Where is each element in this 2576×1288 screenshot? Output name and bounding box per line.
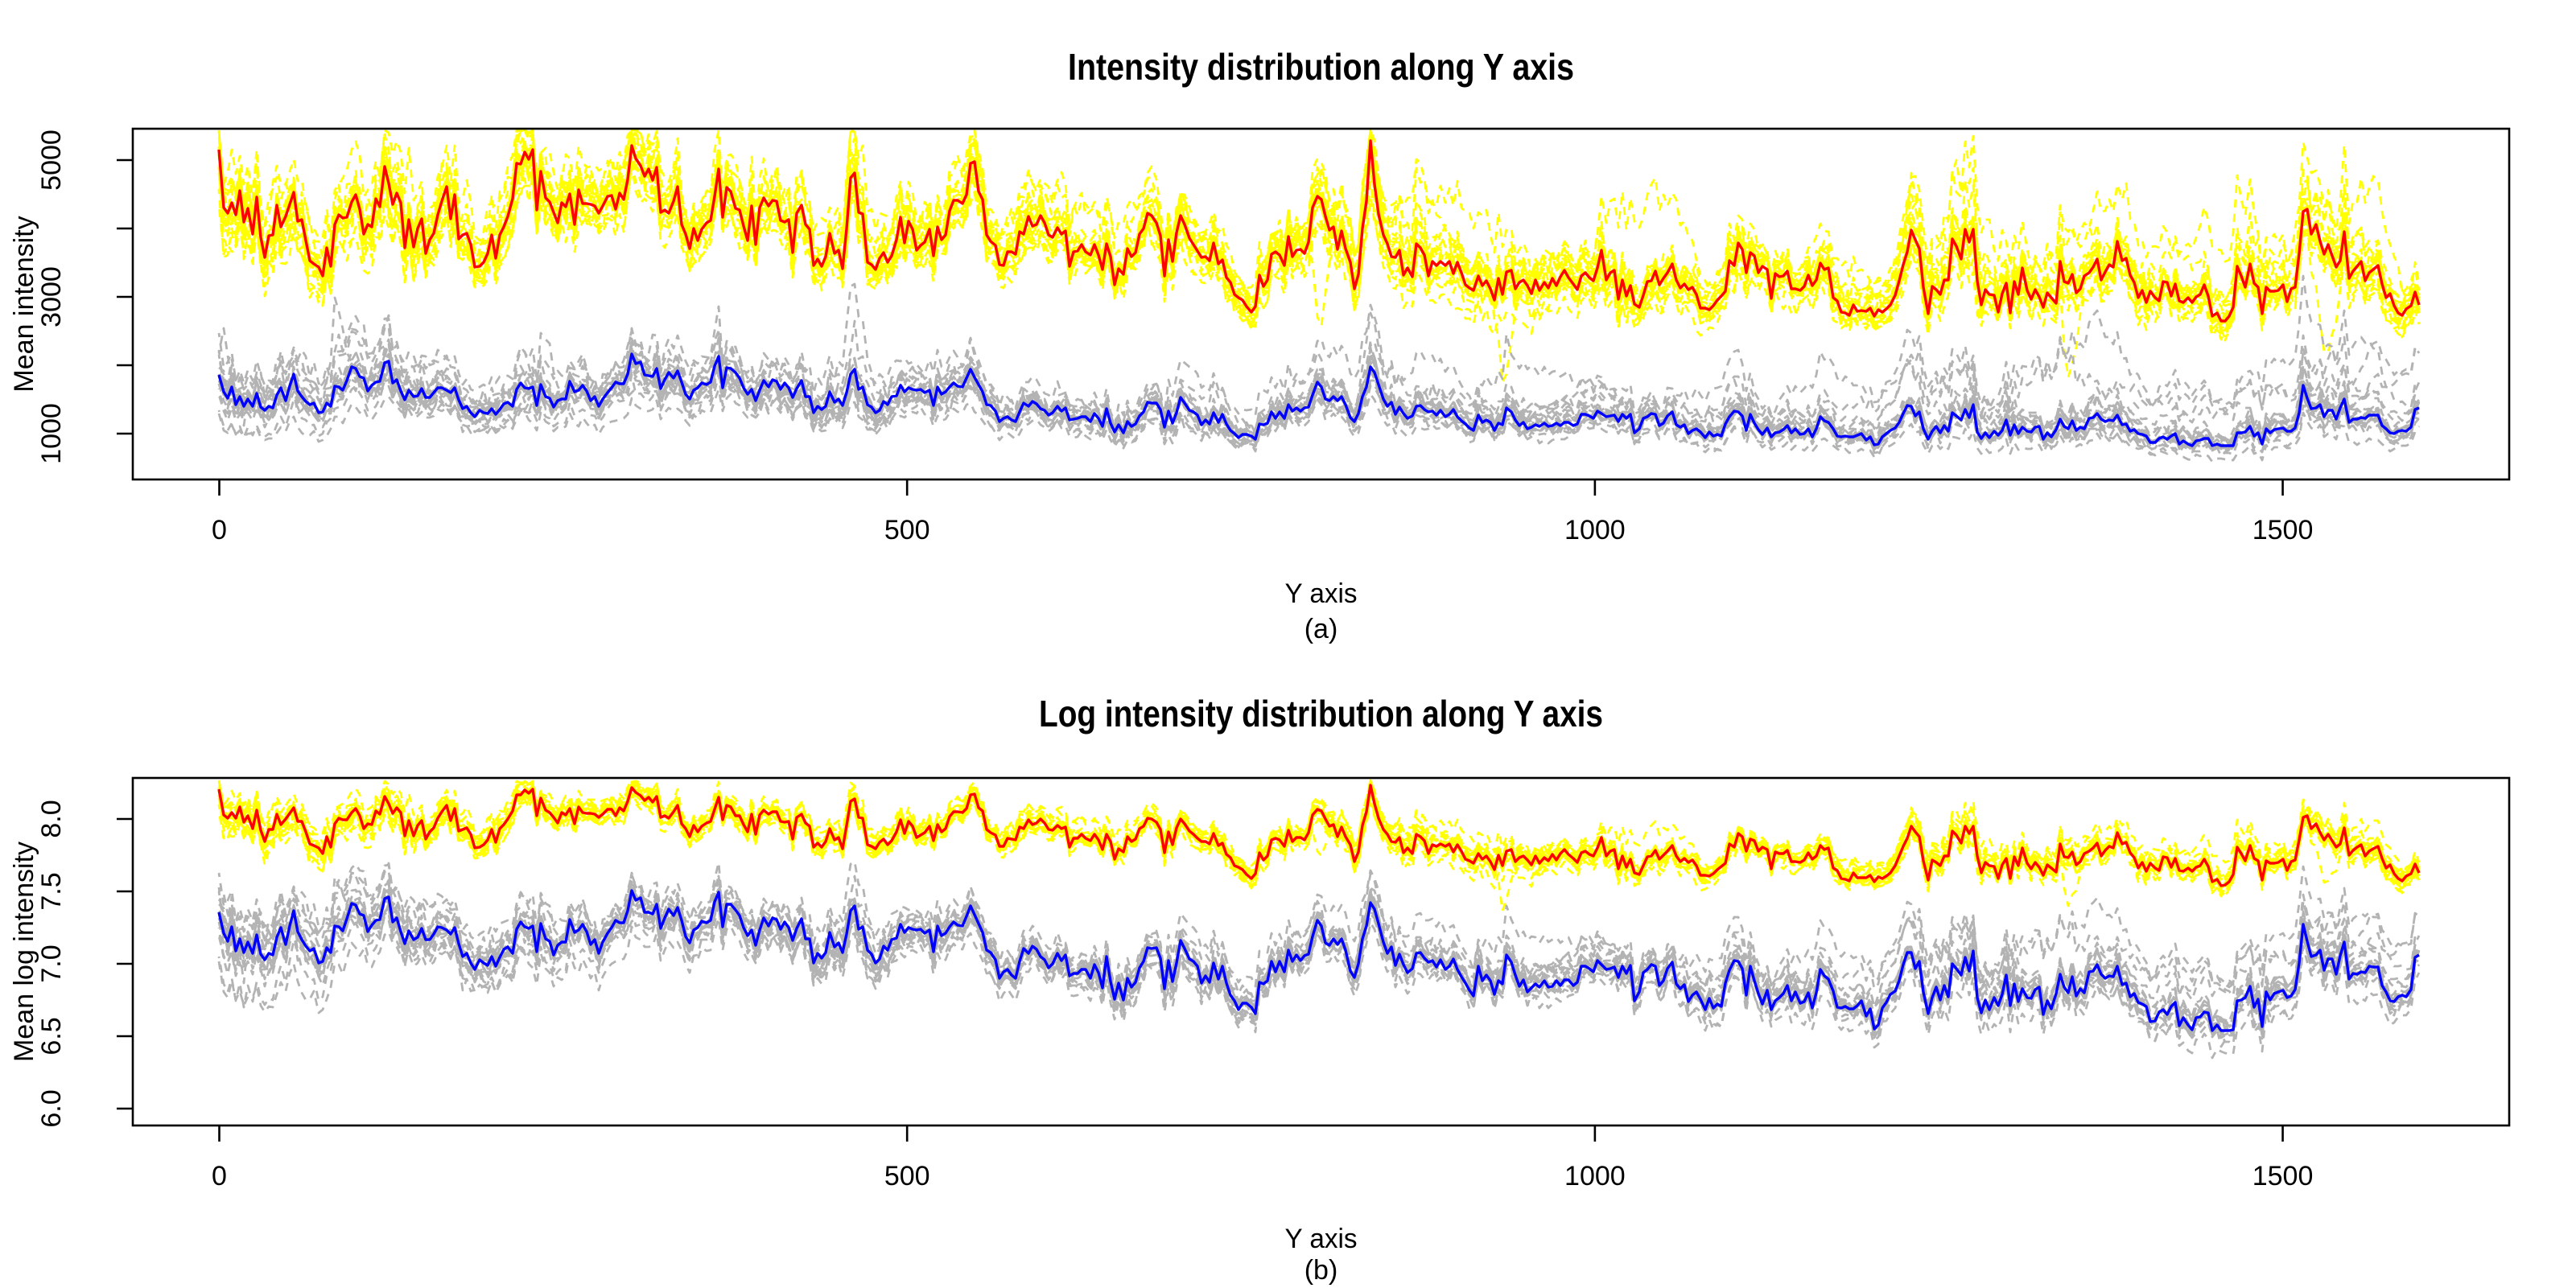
svg-text:1500: 1500: [2252, 515, 2314, 545]
svg-text:(b): (b): [1304, 1255, 1338, 1286]
svg-text:500: 500: [884, 1161, 930, 1191]
svg-text:7.5: 7.5: [36, 872, 67, 910]
svg-text:6.5: 6.5: [36, 1017, 67, 1055]
svg-text:Intensity distribution along Y: Intensity distribution along Y axis: [1068, 46, 1574, 88]
svg-text:7.0: 7.0: [36, 944, 67, 982]
svg-text:8.0: 8.0: [36, 800, 67, 837]
svg-text:Mean intensity: Mean intensity: [9, 216, 39, 392]
svg-text:6.0: 6.0: [36, 1089, 67, 1127]
svg-text:500: 500: [884, 515, 930, 545]
svg-text:0: 0: [212, 515, 227, 545]
svg-text:5000: 5000: [36, 130, 67, 191]
svg-text:1000: 1000: [1564, 515, 1626, 545]
svg-text:Log intensity distribution alo: Log intensity distribution along Y axis: [1039, 693, 1603, 735]
svg-text:(a): (a): [1304, 614, 1338, 644]
svg-text:Mean log intensity: Mean log intensity: [9, 842, 39, 1062]
svg-text:Y axis: Y axis: [1285, 578, 1358, 609]
svg-text:1000: 1000: [1564, 1161, 1626, 1191]
svg-text:1000: 1000: [36, 403, 67, 464]
svg-text:3000: 3000: [36, 266, 67, 327]
svg-text:0: 0: [212, 1161, 227, 1191]
svg-text:Y axis: Y axis: [1285, 1224, 1358, 1254]
svg-text:1500: 1500: [2252, 1161, 2314, 1191]
